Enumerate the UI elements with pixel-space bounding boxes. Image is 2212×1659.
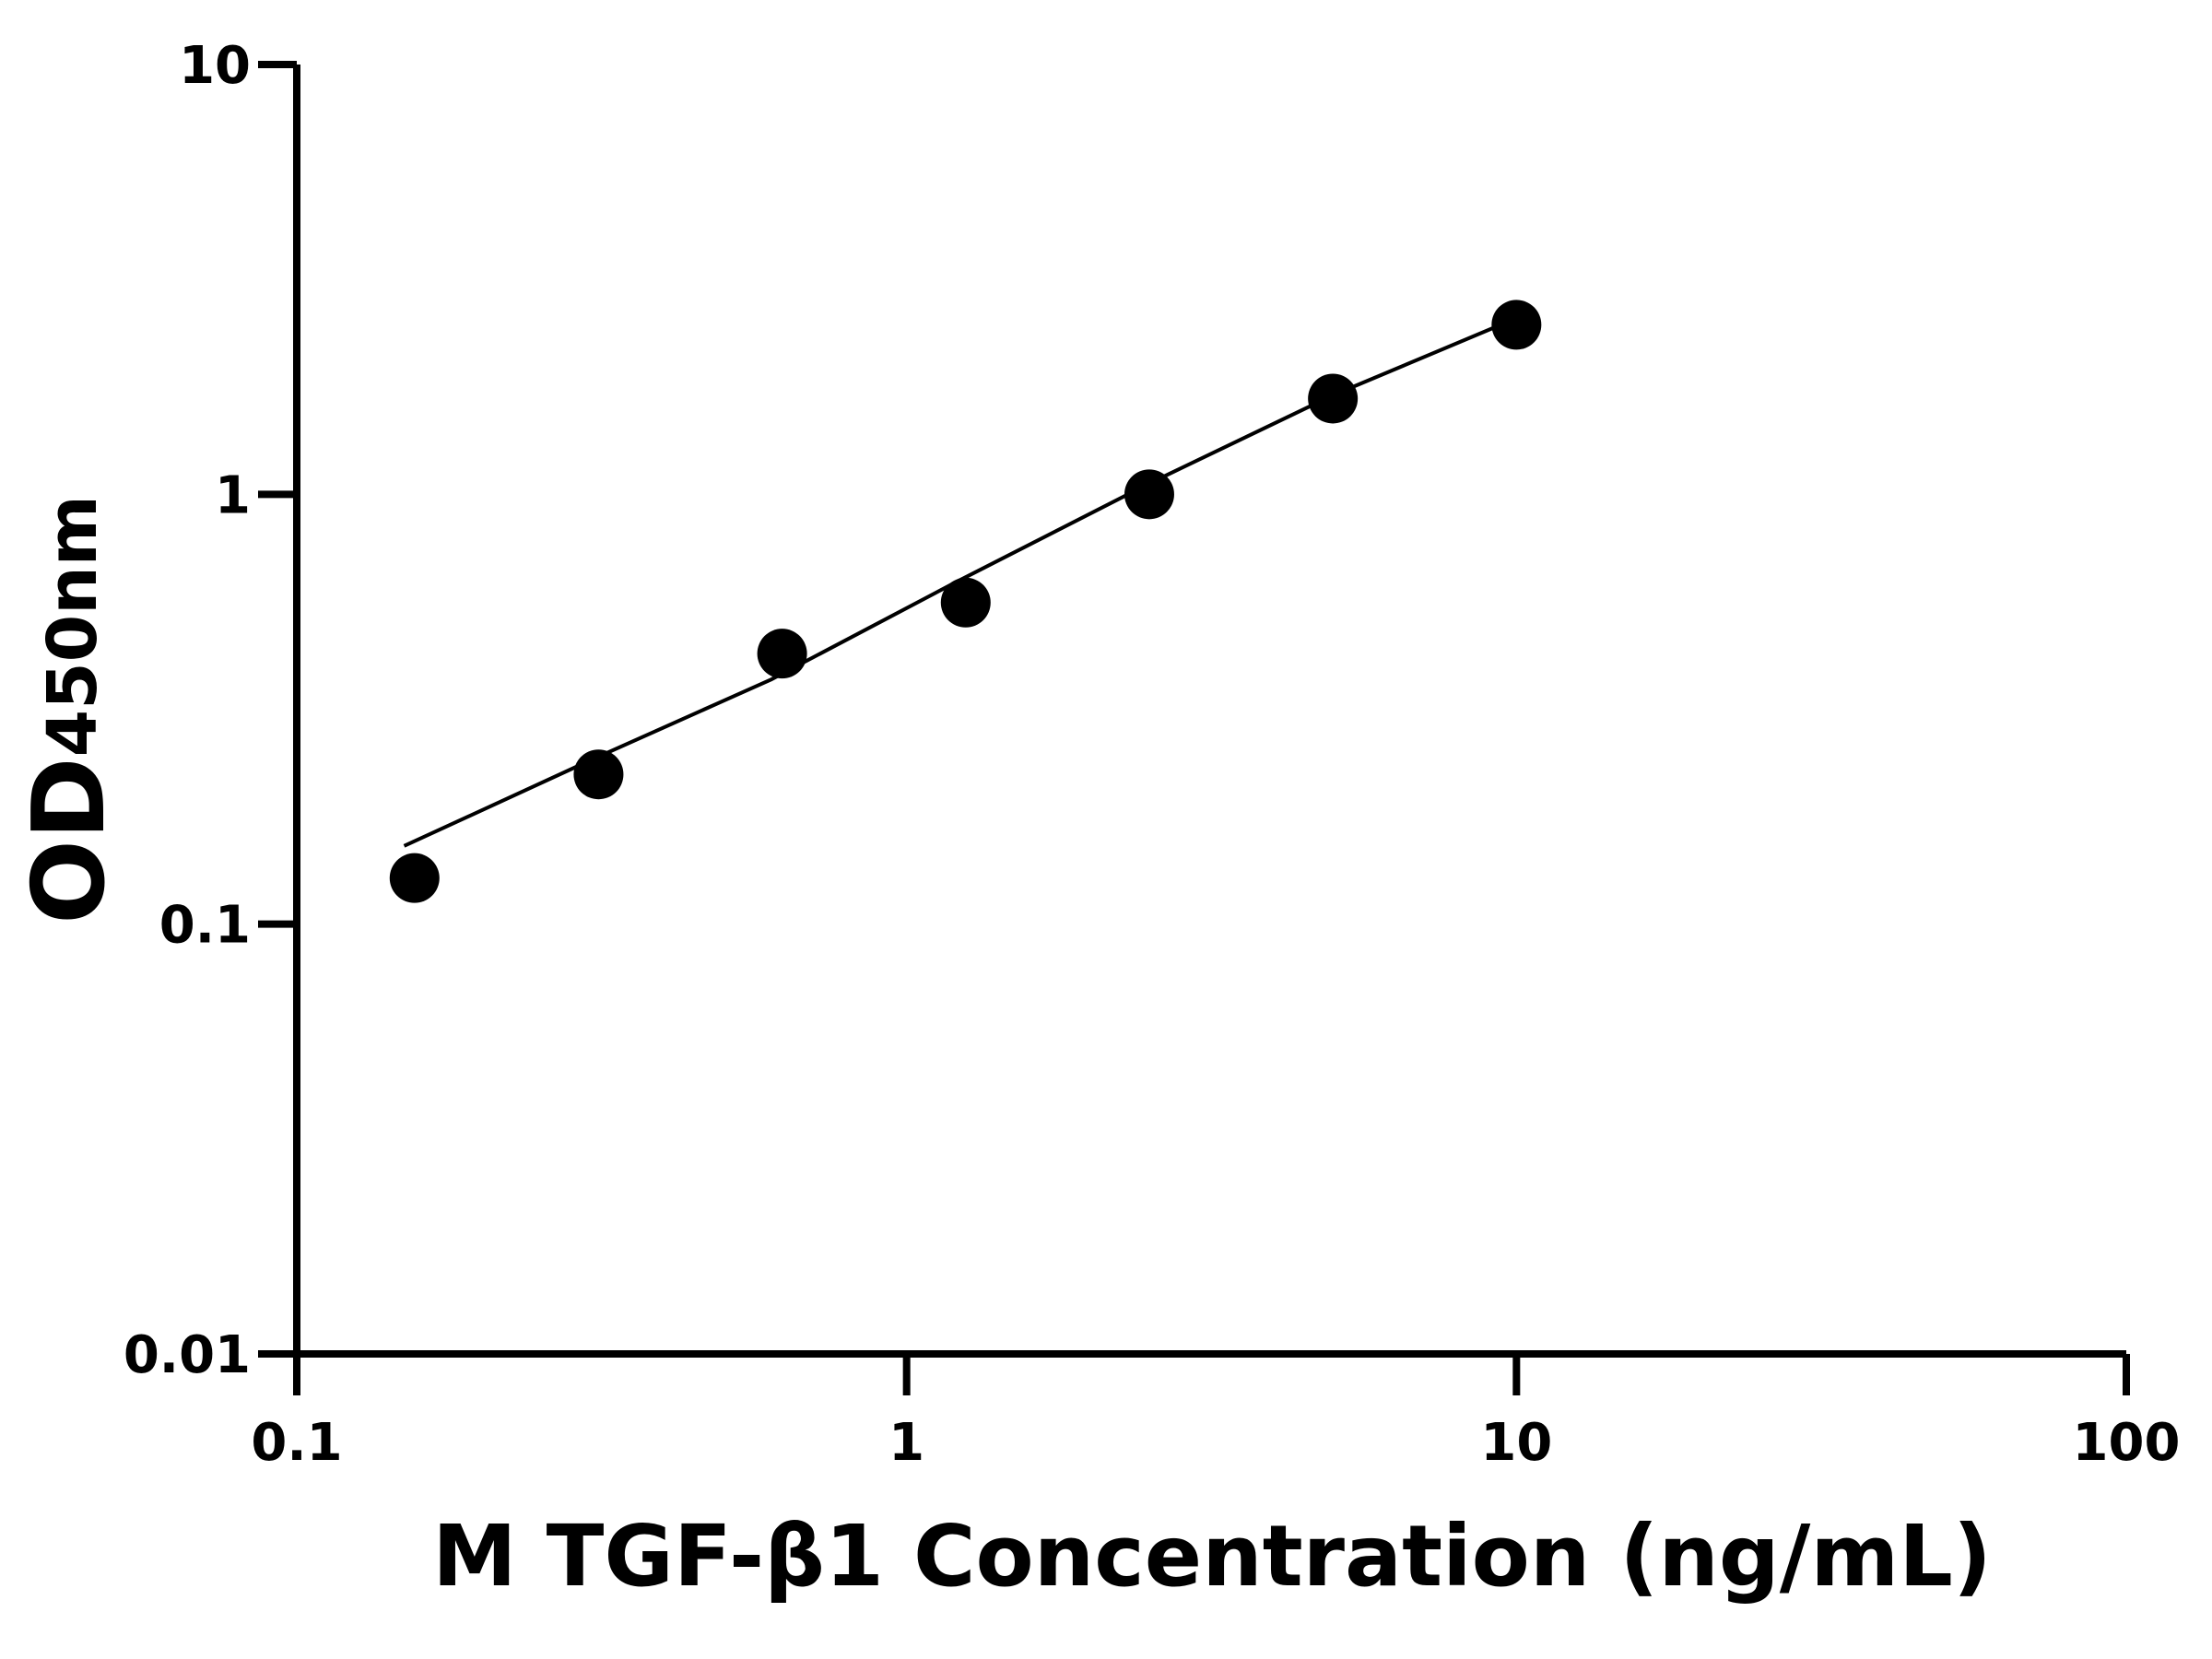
- data-point: [1308, 373, 1359, 424]
- data-point: [940, 577, 991, 628]
- y-tick-label: 10: [179, 36, 251, 96]
- data-point: [573, 749, 624, 800]
- data-point: [1124, 469, 1174, 520]
- x-tick-label: 10: [1480, 1413, 1552, 1473]
- y-axis-label-subscript: 450nm: [33, 495, 112, 757]
- data-point: [389, 853, 440, 903]
- x-tick-label: 1: [888, 1413, 924, 1473]
- x-axis-label: M TGF-β1 Concentration (ng/mL): [432, 1507, 1992, 1606]
- y-axis-label-main: OD: [12, 757, 127, 924]
- x-tick-label: 100: [2073, 1413, 2181, 1473]
- y-axis-label: OD450nm: [12, 495, 127, 924]
- data-point: [757, 629, 807, 679]
- x-tick-label: 0.1: [251, 1413, 342, 1473]
- y-tick-label: 0.01: [124, 1325, 251, 1385]
- y-tick-label: 0.1: [159, 896, 251, 956]
- y-tick-label: 1: [215, 465, 251, 525]
- data-point: [1491, 300, 1542, 350]
